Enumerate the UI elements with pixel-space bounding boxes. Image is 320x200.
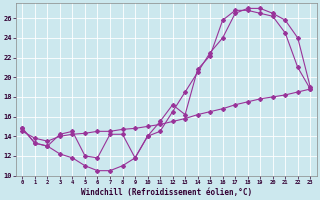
X-axis label: Windchill (Refroidissement éolien,°C): Windchill (Refroidissement éolien,°C) [81,188,252,197]
